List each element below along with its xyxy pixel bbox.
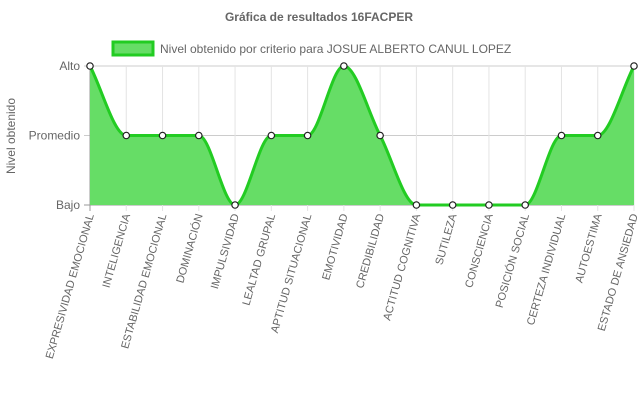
series-area bbox=[90, 66, 634, 205]
x-ticks: EXPRESIVIDAD EMOCIONAL INTELIGENCIAESTABI… bbox=[44, 212, 639, 360]
series-line bbox=[88, 64, 636, 207]
data-points bbox=[86, 62, 638, 209]
data-point[interactable] bbox=[376, 131, 384, 140]
data-point[interactable] bbox=[485, 201, 493, 209]
x-tick-label: ESTADO DE ANSIEDAD bbox=[596, 212, 639, 332]
x-tick-label: SUTILEZA bbox=[434, 212, 460, 266]
x-tick-label: INTELIGENCIA bbox=[101, 212, 134, 289]
legend-label: Nivel obtenido por criterio para JOSUE A… bbox=[160, 42, 511, 56]
x-tick-label: CREDIBILIDAD bbox=[354, 212, 387, 289]
y-ticks: Bajo Promedio Alto bbox=[29, 59, 81, 212]
data-point[interactable] bbox=[521, 201, 530, 209]
legend[interactable]: Nivel obtenido por criterio para JOSUE A… bbox=[111, 40, 511, 57]
data-point[interactable] bbox=[86, 62, 94, 70]
data-point[interactable] bbox=[267, 131, 276, 140]
legend-swatch bbox=[111, 40, 155, 57]
x-tick-label: ACTITUD COGNITIVA bbox=[381, 212, 423, 322]
x-tick-label: IMPULSIVIDAD bbox=[209, 212, 242, 290]
data-point[interactable] bbox=[231, 201, 239, 209]
x-tick-label: DOMINACIÓN bbox=[173, 212, 205, 284]
data-point[interactable] bbox=[412, 201, 421, 209]
data-point[interactable] bbox=[195, 131, 203, 140]
x-tick-label: EXPRESIVIDAD EMOCIONAL bbox=[44, 213, 97, 361]
x-tick-label: AUTOESTIMA bbox=[573, 212, 604, 284]
chart-title: Gráfica de resultados 16FACPER bbox=[225, 10, 413, 24]
x-tick-label: POSICIÓN SOCIAL bbox=[493, 212, 532, 309]
y-tick-label: Bajo bbox=[56, 198, 80, 212]
data-point[interactable] bbox=[630, 62, 638, 70]
data-point[interactable] bbox=[448, 201, 457, 209]
y-axis-label: Nivel obtenido bbox=[4, 98, 18, 174]
x-tick-label: CERTEZA INDIVIDUAL bbox=[525, 213, 568, 327]
data-point[interactable] bbox=[158, 131, 167, 140]
x-tick-label: LEALTAD GRUPAL bbox=[241, 213, 279, 307]
y-tick-label: Alto bbox=[59, 59, 80, 73]
x-tick-label: CONSCIENCIA bbox=[463, 212, 496, 289]
data-point[interactable] bbox=[340, 62, 348, 70]
x-tick-label: EMOTIVIDAD bbox=[320, 212, 350, 281]
data-point[interactable] bbox=[557, 131, 566, 140]
data-point[interactable] bbox=[122, 131, 131, 140]
x-tick-label: APTITUD SITUACIONAL bbox=[269, 213, 315, 335]
y-tick-label: Promedio bbox=[29, 129, 81, 143]
data-point[interactable] bbox=[593, 131, 602, 140]
area-layer bbox=[88, 64, 636, 207]
data-point[interactable] bbox=[303, 131, 312, 140]
